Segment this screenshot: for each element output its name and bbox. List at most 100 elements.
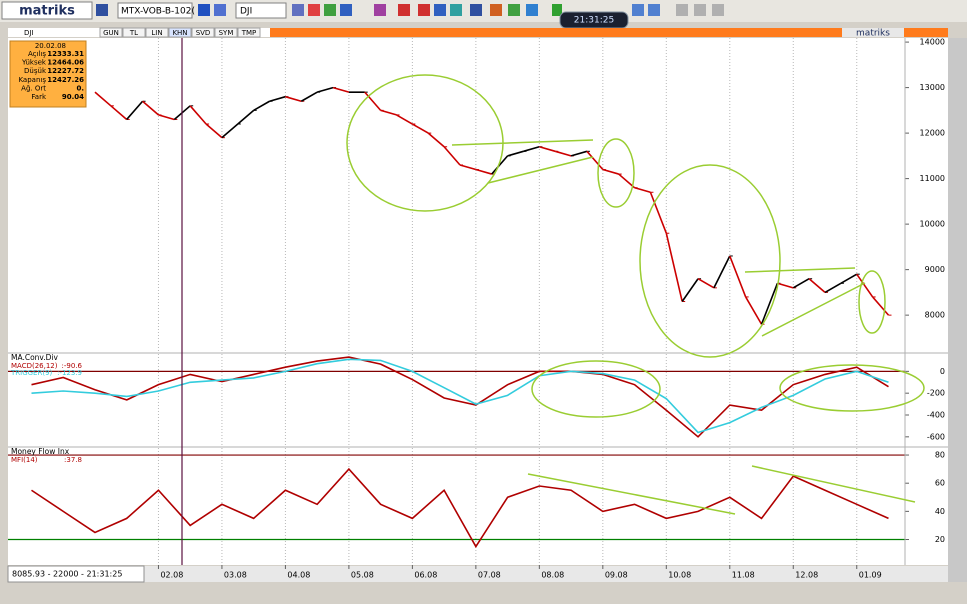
chart-area	[8, 38, 948, 565]
tool-icon[interactable]	[676, 4, 688, 16]
x-tick-label: 01.09	[859, 571, 882, 580]
trend-line	[451, 139, 594, 146]
legend-value: :-123.9	[57, 369, 82, 377]
symbol-select[interactable]	[235, 2, 287, 19]
tool-icon[interactable]	[712, 4, 724, 16]
y-tick-label: 60	[935, 479, 945, 488]
price-bar	[411, 123, 429, 134]
tab[interactable]	[237, 27, 261, 38]
price-bar	[665, 233, 683, 302]
bottom-bar	[0, 584, 967, 604]
annotations	[346, 74, 925, 515]
tab[interactable]	[145, 27, 169, 38]
price-bar	[253, 100, 270, 112]
price-bar	[142, 100, 159, 116]
info-label: Fark	[31, 93, 47, 101]
symbol-list-text: MTX-VOB-B-102(	[121, 7, 195, 17]
y-tick-label: 12000	[920, 129, 945, 138]
tool-icon[interactable]	[552, 4, 562, 16]
tool-icon[interactable]	[418, 4, 430, 16]
annotation-ellipse	[858, 270, 886, 334]
price-bar	[618, 173, 636, 189]
price-bar	[94, 91, 112, 107]
tool-icon[interactable]	[324, 4, 336, 16]
price-bar	[713, 255, 731, 289]
save-icon[interactable]	[96, 4, 108, 16]
price-bar	[396, 114, 413, 125]
status-text: 8085.93 - 22000 - 21:31:25	[12, 570, 122, 579]
tab[interactable]	[168, 27, 192, 38]
tab-label: GUN	[103, 29, 119, 37]
tool-icon[interactable]	[508, 4, 520, 16]
trend-line	[751, 465, 916, 503]
tool-icon[interactable]	[434, 4, 446, 16]
header-bar	[8, 28, 948, 37]
y-tick-label: -400	[927, 411, 945, 420]
price-bar	[364, 91, 382, 111]
price-bar	[729, 255, 747, 298]
tool-icon[interactable]	[470, 4, 482, 16]
tab[interactable]	[99, 27, 123, 38]
tab[interactable]	[191, 27, 215, 38]
logo: matriks	[19, 4, 75, 19]
symbol-select-text: DJI	[240, 7, 252, 17]
price-bar	[507, 150, 524, 157]
tool-icon[interactable]	[374, 4, 386, 16]
price-bar	[539, 145, 556, 153]
panel-title: MA.Conv.Div	[11, 353, 59, 362]
info-value: 12227.72	[47, 67, 84, 75]
logo-box	[1, 1, 93, 20]
price-bar	[602, 168, 619, 175]
price-bar	[475, 168, 492, 175]
scrollbar[interactable]	[948, 38, 967, 582]
status-box	[7, 565, 145, 583]
price-bar	[491, 155, 509, 175]
info-value: 0.	[76, 84, 84, 92]
status-bar	[8, 566, 948, 582]
tool-icon[interactable]	[340, 4, 352, 16]
info-label: Yüksek	[21, 59, 47, 67]
x-tick-label: 05.08	[351, 571, 374, 580]
tool-icon[interactable]	[526, 4, 538, 16]
tool-icon[interactable]	[198, 4, 210, 16]
tool-icon[interactable]	[694, 4, 706, 16]
tab[interactable]	[214, 27, 238, 38]
tool-icon[interactable]	[398, 4, 410, 16]
price-bar	[792, 278, 810, 289]
tabs: GUN TL LIN KHN SVD SYM TMP	[99, 27, 261, 38]
tool-icon[interactable]	[632, 4, 644, 16]
tool-icon[interactable]	[490, 4, 502, 16]
tab-label: KHN	[172, 29, 187, 37]
tool-icon[interactable]	[308, 4, 320, 16]
price-bar	[777, 282, 794, 289]
tool-icon[interactable]	[214, 4, 226, 16]
clock: 21:31:25	[574, 16, 614, 26]
price-bar	[840, 273, 858, 284]
info-label: Düşük	[24, 67, 47, 75]
tool-icon[interactable]	[292, 4, 304, 16]
x-tick-label: 03.08	[224, 571, 247, 580]
price-bar	[681, 278, 699, 302]
y-tick-label: 80	[935, 451, 945, 460]
header-symbol: DJI	[24, 29, 34, 37]
symbol-list[interactable]	[117, 2, 193, 19]
price-bar	[300, 91, 318, 102]
panel-title: Money Flow Inx	[11, 447, 70, 456]
info-value: 12333.31	[47, 50, 84, 58]
x-tick-label: 06.08	[414, 571, 437, 580]
tool-icon[interactable]	[450, 4, 462, 16]
y-tick-label: 10000	[920, 220, 945, 229]
x-tick-label: 02.08	[160, 571, 183, 580]
info-label: Kapanış	[18, 76, 46, 84]
series-line	[31, 467, 889, 549]
legend-value: :-90.6	[62, 362, 83, 370]
price-bar	[332, 86, 350, 93]
info-label: Açılış	[28, 50, 46, 58]
price-bar	[649, 191, 668, 234]
y-tick-label: 20	[935, 535, 945, 544]
price-bar	[189, 105, 207, 125]
tab[interactable]	[122, 27, 146, 38]
annotation-ellipse	[597, 138, 635, 208]
tool-icon[interactable]	[648, 4, 660, 16]
